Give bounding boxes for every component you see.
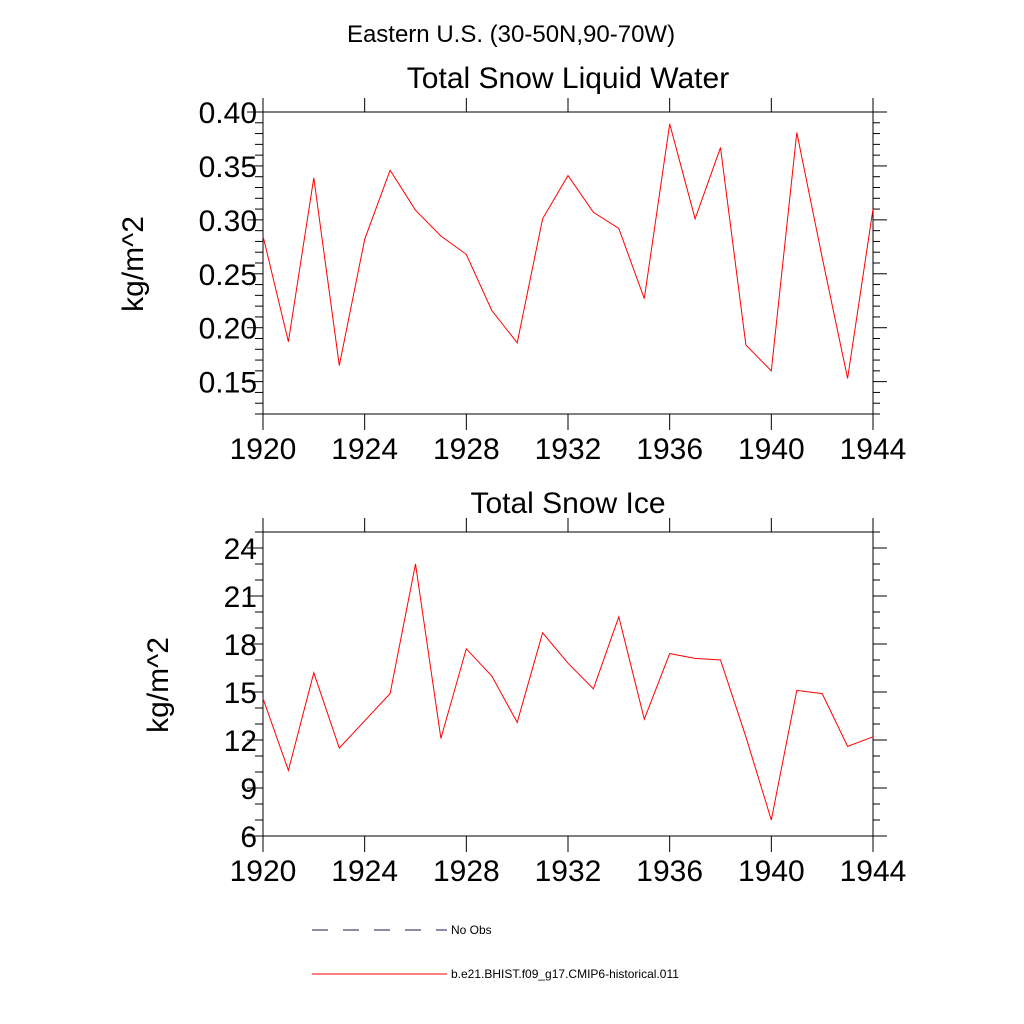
liquid-water-x-tick-label: 1940 — [738, 433, 805, 466]
figure-title: Eastern U.S. (30-50N,90-70W) — [347, 21, 675, 48]
liquid-water-x-tick-label: 1924 — [331, 433, 398, 466]
snow-ice-y-tick-label: 6 — [240, 821, 257, 854]
snow-ice-series — [262, 563, 874, 821]
snow-ice-y-axis-label: kg/m^2 — [142, 637, 175, 733]
liquid-water-x-tick-label: 1944 — [840, 433, 907, 466]
liquid-water-y-axis-label: kg/m^2 — [117, 216, 150, 312]
liquid-water-x-tick-label: 1936 — [636, 433, 703, 466]
liquid-water-chart-title: Total Snow Liquid Water — [407, 62, 729, 95]
legend-model-label: b.e21.BHIST.f09_g17.CMIP6-historical.011 — [451, 967, 679, 981]
liquid-water-x-tick-label: 1928 — [433, 433, 500, 466]
snow-ice-x-tick-label: 1936 — [636, 855, 703, 888]
liquid-water-y-tick-label: 0.15 — [199, 367, 257, 400]
liquid-water-y-tick-label: 0.20 — [199, 313, 257, 346]
snow-ice-y-tick-label: 12 — [224, 725, 257, 758]
snow-ice-x-tick-label: 1924 — [331, 855, 398, 888]
snow-ice-y-tick-label: 9 — [240, 773, 257, 806]
snow-ice-y-tick-label: 15 — [224, 677, 257, 710]
snow-ice-x-tick-label: 1928 — [433, 855, 500, 888]
snow-ice-x-tick-label: 1920 — [230, 855, 297, 888]
legend: No Obs b.e21.BHIST.f09_g17.CMIP6-histori… — [312, 923, 679, 981]
snow-ice-x-tick-label: 1940 — [738, 855, 805, 888]
snow-ice-y-tick-label: 21 — [224, 581, 257, 614]
liquid-water-tick-labels: 1920 1924 1928 1932 1936 1940 1944 0.15 0.20 0.25… — [199, 97, 907, 466]
liquid-water-series — [262, 123, 874, 379]
liquid-water-y-tick-label: 0.25 — [199, 259, 257, 292]
liquid-water-y-tick-label: 0.30 — [199, 205, 257, 238]
liquid-water-y-tick-label: 0.40 — [199, 97, 257, 130]
liquid-water-series-line — [262, 123, 874, 379]
snow-ice-y-tick-label: 24 — [224, 533, 257, 566]
legend-no-obs-label: No Obs — [451, 923, 492, 937]
liquid-water-panel: Total Snow Liquid Water kg/m^2 1920 1924 1… — [117, 62, 906, 466]
snow-ice-series-line — [262, 563, 874, 821]
liquid-water-x-tick-label: 1920 — [230, 433, 297, 466]
snow-ice-tick-labels: 1920 1924 1928 1932 1936 1940 1944 6 9 12 15 18 21 24 — [224, 533, 907, 888]
liquid-water-y-tick-label: 0.35 — [199, 151, 257, 184]
liquid-water-x-tick-label: 1932 — [535, 433, 602, 466]
snow-ice-x-tick-label: 1932 — [535, 855, 602, 888]
liquid-water-ticks — [247, 98, 887, 430]
snow-ice-chart-title: Total Snow Ice — [470, 487, 665, 520]
snow-ice-panel: Total Snow Ice kg/m^2 1920 1924 1928 1932 19… — [142, 487, 906, 888]
snow-ice-y-tick-label: 18 — [224, 629, 257, 662]
snow-ice-ticks — [247, 518, 887, 852]
snow-ice-x-tick-label: 1944 — [840, 855, 907, 888]
